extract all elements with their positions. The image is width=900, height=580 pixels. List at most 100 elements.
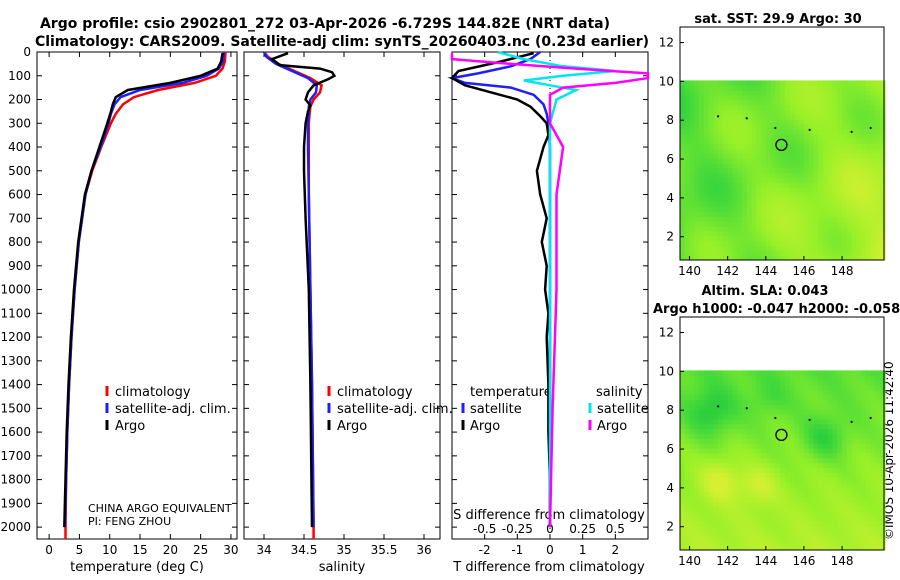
map-cell — [756, 516, 762, 522]
map-cell — [861, 370, 867, 376]
map-cell — [680, 375, 686, 381]
map-cell — [732, 128, 738, 135]
map-cell — [827, 255, 834, 261]
map-cell — [703, 472, 710, 478]
map-cell — [799, 380, 805, 386]
map-cell — [784, 216, 791, 222]
map-cell — [818, 153, 824, 159]
map-cell — [737, 109, 743, 115]
map-cell — [727, 477, 733, 483]
map-cell — [746, 545, 752, 551]
map-cell — [813, 162, 819, 169]
map-cell — [722, 389, 729, 396]
map-cell — [789, 433, 795, 439]
map-cell — [851, 370, 857, 376]
map-cell — [703, 245, 710, 251]
map-cell — [780, 380, 786, 386]
map-cell — [808, 535, 814, 541]
map-cell — [813, 491, 819, 498]
map-cell — [794, 128, 800, 135]
map-cell — [680, 457, 686, 464]
map-cell — [756, 414, 762, 420]
map-cell — [799, 167, 805, 174]
map-cell — [784, 80, 791, 86]
map-cell — [780, 172, 786, 178]
map-cell — [832, 385, 838, 391]
map-cell — [780, 486, 786, 493]
map-cell — [689, 235, 695, 242]
map-cell — [699, 501, 705, 507]
map-cell — [732, 443, 738, 449]
map-cell — [718, 375, 724, 381]
map-cell — [770, 206, 776, 212]
map-cell — [708, 172, 714, 178]
map-cell — [875, 540, 881, 546]
map-cell — [713, 467, 719, 473]
map-cell — [823, 172, 829, 178]
map-cell — [789, 240, 795, 246]
map-cell — [794, 99, 800, 106]
map-cell — [689, 255, 695, 261]
map-cell — [856, 230, 862, 237]
map-cell — [756, 158, 762, 164]
map-cell — [751, 389, 757, 396]
map-cell — [803, 545, 810, 551]
map-cell — [761, 187, 767, 193]
map-cell — [713, 201, 719, 208]
map-cell — [856, 206, 862, 212]
map-cell — [684, 158, 691, 164]
map-cell — [751, 506, 757, 512]
map-cell — [765, 477, 772, 483]
map-cell — [870, 472, 876, 478]
map-cell — [842, 158, 848, 164]
map-cell — [880, 467, 886, 473]
map-cell — [799, 428, 805, 434]
map-cell — [699, 423, 705, 430]
map-cell — [761, 167, 767, 174]
map-cell — [827, 80, 834, 86]
map-cell — [751, 221, 757, 227]
map-cell — [789, 477, 795, 483]
map-cell — [827, 491, 834, 498]
map-cell — [803, 516, 810, 522]
map-cell — [770, 128, 776, 135]
map-cell — [713, 158, 719, 164]
map-cell — [708, 443, 714, 449]
map-cell — [742, 143, 748, 149]
map-cell — [694, 226, 700, 232]
map-cell — [737, 187, 743, 193]
map-cell — [861, 535, 867, 541]
map-cell — [689, 423, 695, 430]
map-cell — [694, 211, 700, 217]
map-cell — [880, 138, 886, 144]
map-cell — [737, 375, 743, 381]
map-cell — [722, 530, 729, 536]
map-cell — [742, 399, 748, 405]
map-cell — [813, 438, 819, 444]
map-cell — [746, 467, 752, 473]
map-cell — [851, 167, 857, 174]
map-cell — [789, 95, 795, 101]
map-cell — [880, 486, 886, 493]
map-cell — [789, 99, 795, 106]
map-cell — [737, 148, 743, 154]
map-cell — [722, 128, 729, 135]
map-cell — [708, 530, 714, 536]
map-cell — [813, 250, 819, 256]
map-cell — [699, 399, 705, 405]
map-cell — [751, 433, 757, 439]
map-cell — [694, 124, 700, 130]
map-cell — [880, 375, 886, 381]
map-cell — [875, 385, 881, 391]
map-cell — [689, 520, 695, 527]
map-cell — [737, 182, 743, 188]
map-cell — [832, 119, 838, 125]
map-cell — [751, 182, 757, 188]
map-cell — [856, 162, 862, 169]
map-cell — [827, 114, 834, 120]
map-cell — [827, 452, 834, 459]
map-cell — [865, 477, 872, 483]
map-cell — [851, 119, 857, 125]
map-cell — [765, 250, 772, 256]
map-cell — [827, 477, 834, 483]
